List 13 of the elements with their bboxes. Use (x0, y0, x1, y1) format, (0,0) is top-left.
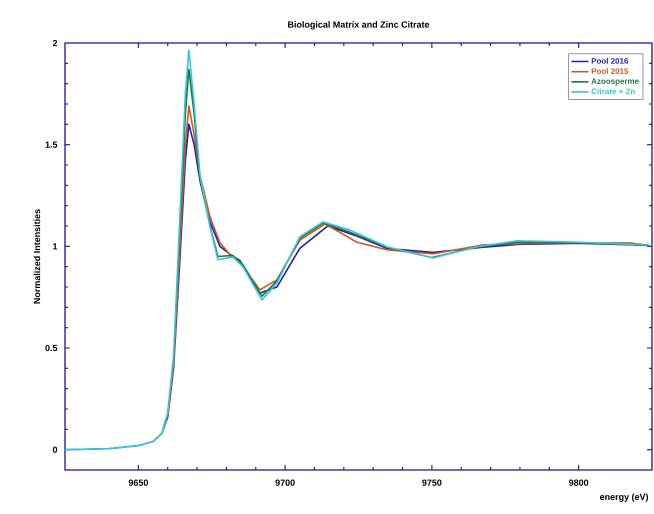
y-tick-label: 1 (53, 243, 58, 250)
y-tick-label: 0 (52, 446, 58, 453)
line-series (65, 49, 650, 450)
x-axis-title: energy (eV) (600, 493, 648, 502)
y-tick-label: 0.5 (45, 344, 58, 352)
x-tick-label: 9700 (275, 479, 295, 486)
x-tick-label: 9650 (128, 479, 148, 486)
y-axis-title: Normalized Intensities (34, 209, 40, 304)
y-tick-label: 1.5 (46, 142, 58, 148)
chart-title: Biological Matrix and Zinc Citrate (288, 21, 430, 30)
x-tick-label: 9750 (422, 479, 442, 486)
y-tick-label: 2 (52, 40, 58, 46)
x-tick-label: 9800 (568, 479, 588, 486)
